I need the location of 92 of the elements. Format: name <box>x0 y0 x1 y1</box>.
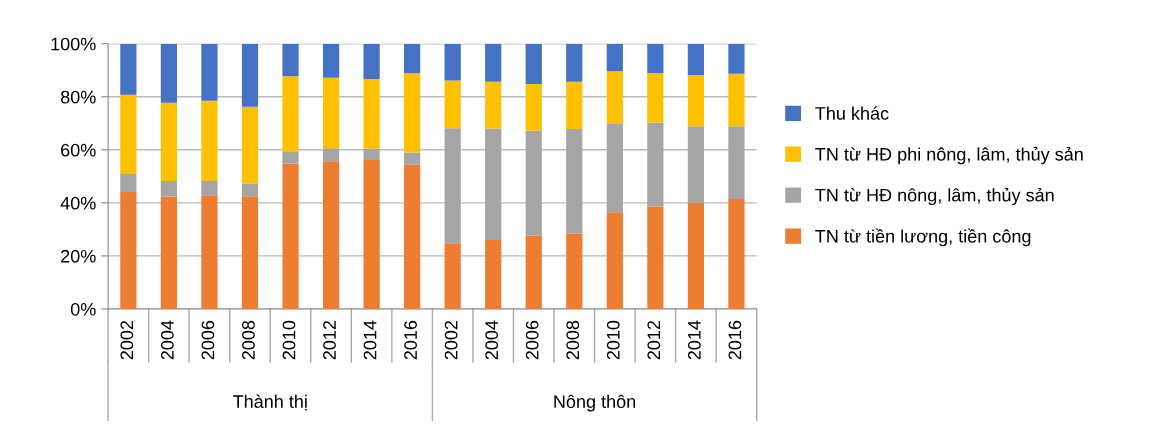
x-tick-label: 2002 <box>120 320 134 360</box>
bar <box>728 126 745 199</box>
text: Thành thị <box>233 394 307 411</box>
bar <box>201 181 218 196</box>
bar <box>606 124 623 213</box>
bar <box>241 43 259 107</box>
bar <box>566 129 583 234</box>
bar <box>728 198 745 309</box>
bar <box>120 191 137 309</box>
bar <box>647 43 664 73</box>
bar <box>687 202 704 309</box>
x-tick-label: 2014 <box>687 320 701 360</box>
y-tick-label: 100% <box>51 37 96 51</box>
x-tick-label: 2002 <box>444 320 458 360</box>
x-tick-label: 2004 <box>160 320 174 360</box>
bar <box>525 130 542 236</box>
bar <box>485 239 502 309</box>
bar <box>160 196 178 309</box>
bar <box>201 100 218 182</box>
x-tick-label: 2012 <box>647 320 661 360</box>
bar <box>404 73 421 153</box>
bar <box>728 73 745 127</box>
y-tick-label: 80% <box>60 90 96 104</box>
x-tick-label: 2016 <box>728 320 742 360</box>
bar <box>485 128 502 240</box>
bar <box>363 78 380 149</box>
bar <box>241 183 259 197</box>
bar <box>363 43 380 79</box>
x-tick-label: 2006 <box>525 320 539 360</box>
bar <box>647 72 664 123</box>
bar <box>363 159 380 309</box>
bar <box>322 148 340 162</box>
bar <box>647 122 664 207</box>
bar <box>606 43 623 72</box>
bar <box>485 81 502 129</box>
x-tick-label: 2010 <box>282 320 296 360</box>
legend-label: TN từ HĐ nông, lâm, thủy sản <box>815 187 1054 206</box>
x-tick-label: 2008 <box>242 320 255 360</box>
bar <box>647 206 664 309</box>
text: Nông thôn <box>554 394 636 412</box>
bar <box>160 102 178 182</box>
bar <box>525 235 542 309</box>
bar <box>444 43 461 81</box>
bar <box>282 76 299 152</box>
bar <box>444 243 461 309</box>
bar <box>444 80 461 129</box>
bar <box>404 164 421 309</box>
bar <box>241 196 259 309</box>
bar <box>566 81 583 130</box>
bar <box>363 148 380 160</box>
bar <box>322 77 340 149</box>
bar <box>525 84 542 131</box>
y-tick-label: 60% <box>61 143 96 157</box>
bar <box>444 128 461 244</box>
bar <box>160 181 178 197</box>
x-tick-label: 2014 <box>363 320 377 360</box>
x-tick-label: 2008 <box>566 320 580 360</box>
bar <box>404 43 421 74</box>
bar <box>322 161 340 309</box>
bar <box>606 212 623 309</box>
bar <box>728 43 745 74</box>
y-tick-label: 0% <box>70 302 96 316</box>
bar <box>120 173 137 192</box>
bar <box>525 43 542 85</box>
bar <box>201 43 218 101</box>
legend-label: TN từ tiền lương, tiền công <box>815 228 1031 247</box>
bar <box>404 152 421 165</box>
bar <box>120 43 137 95</box>
bar <box>282 151 299 164</box>
legend-label: TN từ HĐ phi nông, lâm, thủy sản <box>815 146 1083 165</box>
bar <box>160 43 178 103</box>
bar <box>566 43 583 82</box>
bar <box>485 43 502 82</box>
bar <box>282 163 299 309</box>
x-tick-label: 2006 <box>201 320 215 360</box>
bar <box>282 43 299 77</box>
bar <box>687 75 704 127</box>
x-tick-label: 2010 <box>606 320 620 360</box>
bar <box>201 195 218 309</box>
x-tick-label: 2004 <box>485 320 499 360</box>
y-tick-label: 40% <box>60 196 96 210</box>
bar <box>566 233 583 309</box>
bar <box>606 71 623 125</box>
x-tick-label: 2016 <box>404 320 417 360</box>
y-tick-label: 20% <box>61 249 96 263</box>
bar <box>687 43 704 76</box>
bar <box>322 43 340 78</box>
bar <box>687 126 704 203</box>
legend-label: Thu khác <box>815 106 889 120</box>
bar <box>241 106 259 184</box>
x-tick-label: 2012 <box>323 320 336 360</box>
bar <box>120 94 137 174</box>
